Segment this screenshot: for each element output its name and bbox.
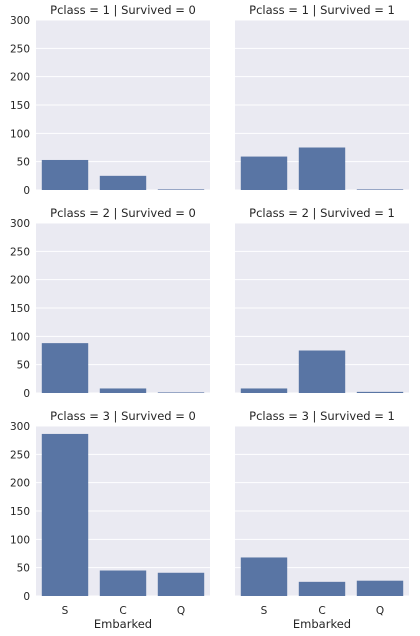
y-tick-label-300-row-2: 300 bbox=[10, 218, 30, 230]
panel-4-title: Pclass = 2 | Survived = 1 bbox=[249, 206, 395, 220]
panel-6-title: Pclass = 3 | Survived = 1 bbox=[249, 409, 395, 423]
panel-6-bar-S bbox=[240, 557, 288, 596]
y-tick-label-100-row-2: 100 bbox=[10, 331, 30, 343]
y-tick-label-150-row-1: 150 bbox=[10, 100, 30, 112]
x-tick-label-C-col-1: C bbox=[119, 605, 126, 617]
panel-6-bar-C bbox=[298, 581, 346, 596]
x-tick-label-S-col-2: S bbox=[261, 605, 268, 617]
panel-1-bar-S bbox=[41, 159, 89, 190]
panel-6-bar-Q bbox=[356, 580, 404, 596]
y-tick-label-300-row-3: 300 bbox=[10, 421, 30, 433]
panel-5-bar-Q bbox=[157, 572, 205, 596]
y-tick-label-250-row-1: 250 bbox=[10, 43, 30, 55]
panel-3-bar-Q bbox=[157, 392, 205, 393]
x-tick-label-S-col-1: S bbox=[62, 605, 69, 617]
y-tick-label-250-row-3: 250 bbox=[10, 449, 30, 461]
x-axis-label-col-2: Embarked bbox=[293, 617, 351, 631]
y-tick-label-50-row-2: 50 bbox=[17, 360, 30, 372]
panel-4-bar-Q bbox=[356, 391, 404, 393]
x-tick-label-Q-col-1: Q bbox=[177, 605, 185, 617]
panel-2-bar-S bbox=[240, 156, 288, 190]
y-tick-label-250-row-2: 250 bbox=[10, 246, 30, 258]
y-tick-label-200-row-2: 200 bbox=[10, 275, 30, 287]
x-axis-label-col-1: Embarked bbox=[94, 617, 152, 631]
panel-5-bar-S bbox=[41, 433, 89, 596]
panel-3-bar-C bbox=[99, 388, 147, 393]
panel-3-bar-S bbox=[41, 343, 89, 393]
y-tick-label-0-row-1: 0 bbox=[23, 185, 30, 197]
y-tick-label-100-row-3: 100 bbox=[10, 534, 30, 546]
panel-4-bar-C bbox=[298, 350, 346, 393]
y-tick-label-200-row-3: 200 bbox=[10, 478, 30, 490]
panel-1-bar-Q bbox=[157, 189, 205, 190]
panel-1-bar-C bbox=[99, 175, 147, 190]
x-tick-label-C-col-2: C bbox=[318, 605, 325, 617]
y-tick-label-0-row-2: 0 bbox=[23, 388, 30, 400]
y-tick-label-100-row-1: 100 bbox=[10, 128, 30, 140]
panel-2-bar-C bbox=[298, 147, 346, 190]
y-tick-label-0-row-3: 0 bbox=[23, 591, 30, 603]
panel-3-title: Pclass = 2 | Survived = 0 bbox=[50, 206, 196, 220]
y-tick-label-300-row-1: 300 bbox=[10, 15, 30, 27]
y-tick-label-200-row-1: 200 bbox=[10, 72, 30, 84]
x-tick-label-Q-col-2: Q bbox=[376, 605, 384, 617]
y-tick-label-150-row-3: 150 bbox=[10, 506, 30, 518]
y-tick-label-50-row-1: 50 bbox=[17, 157, 30, 169]
panel-2-bar-Q bbox=[356, 189, 404, 190]
panel-5-title: Pclass = 3 | Survived = 0 bbox=[50, 409, 196, 423]
panel-5-bar-C bbox=[99, 570, 147, 596]
y-tick-label-50-row-3: 50 bbox=[17, 563, 30, 575]
y-tick-label-150-row-2: 150 bbox=[10, 303, 30, 315]
panel-1-title: Pclass = 1 | Survived = 0 bbox=[50, 3, 196, 17]
panel-2-title: Pclass = 1 | Survived = 1 bbox=[249, 3, 395, 17]
panel-4-bar-S bbox=[240, 388, 288, 393]
